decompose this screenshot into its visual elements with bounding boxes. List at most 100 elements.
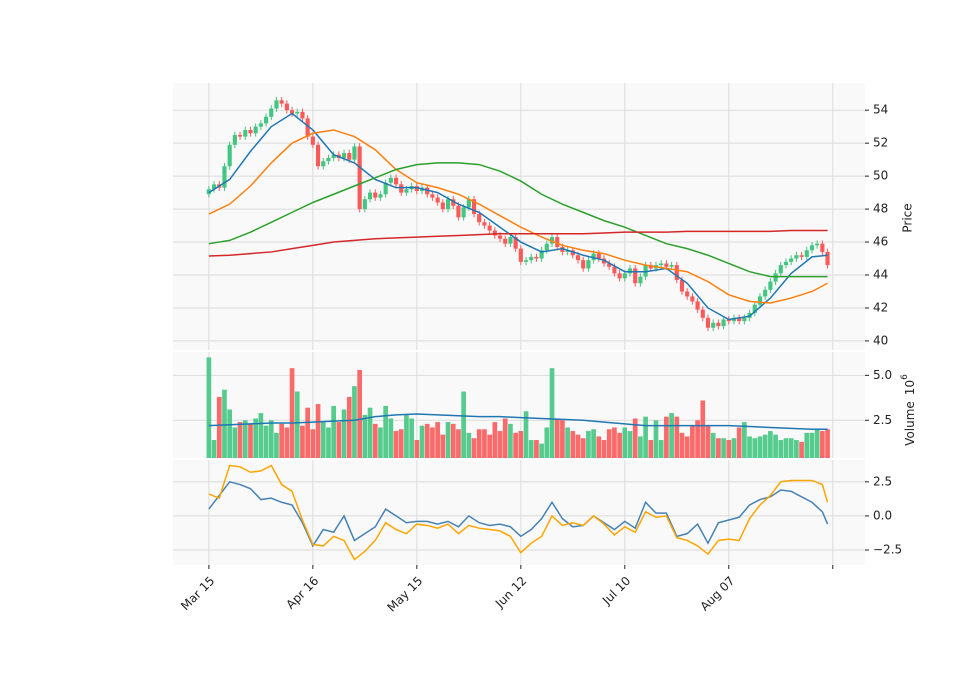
candle-body (534, 256, 539, 259)
candle-body (503, 238, 508, 244)
volume-bar (435, 422, 440, 458)
candle-body (295, 111, 300, 114)
candle-body (263, 116, 269, 124)
candle-body (721, 319, 726, 327)
candle-body (253, 126, 258, 134)
y-tick-label: 0.0 (873, 508, 892, 522)
candle-body (695, 301, 700, 310)
candle-body (326, 157, 331, 162)
volume-bar (253, 418, 259, 458)
volume-bar (705, 425, 711, 458)
volume-bar (612, 427, 617, 458)
volume-bar (580, 438, 586, 458)
candle-body (393, 177, 399, 185)
x-tick-label: Jun 12 (492, 574, 529, 611)
volume-bar (222, 389, 227, 458)
candle-body (726, 319, 731, 322)
volume-bar (414, 440, 420, 458)
candle-body (768, 281, 773, 290)
volume-bar (352, 386, 357, 458)
volume-offset-exponent: 6 (900, 374, 910, 380)
volume-bar (367, 407, 373, 458)
candle-body (700, 309, 705, 318)
candle-body (716, 322, 721, 327)
volume-bar (372, 423, 378, 458)
candle-body (799, 255, 804, 257)
candle-body (237, 134, 243, 137)
candle-body (300, 111, 305, 119)
panel-background (173, 460, 865, 565)
marks (206, 97, 830, 561)
volume-bar (591, 429, 596, 458)
volume-bar (268, 420, 274, 458)
volume-bar (606, 429, 612, 458)
volume-bar (315, 404, 321, 458)
candle-body (804, 250, 809, 257)
candle-body (825, 251, 830, 266)
volume-bar (586, 431, 591, 458)
x-tick-label: May 15 (384, 574, 425, 615)
candle-body (269, 108, 274, 117)
volume-bar (762, 434, 768, 458)
x-tick-label: Mar 15 (178, 574, 217, 613)
candle-body (586, 260, 591, 269)
volume-bar (565, 427, 570, 458)
y-tick-label: 54 (873, 103, 888, 117)
volume-bar (242, 420, 248, 458)
candle-body (445, 199, 451, 210)
volume-bar (211, 440, 217, 458)
y-tick-label: 5.0 (873, 368, 892, 382)
moving-average (208, 129, 828, 304)
candle-body (508, 237, 513, 244)
candle-body (820, 243, 825, 252)
candle-body (331, 154, 336, 158)
volume-bar (710, 432, 716, 458)
volume-bar (398, 429, 404, 458)
volume-bar (294, 391, 300, 458)
candle-body (466, 199, 471, 208)
volume-bar (232, 427, 238, 458)
candle-body (451, 199, 456, 206)
candle-body (471, 199, 477, 215)
volume-bar (820, 431, 825, 458)
candle-body (742, 317, 747, 322)
candle-body (357, 146, 362, 210)
candle-body (685, 291, 690, 297)
volume-bar (632, 418, 638, 458)
volume-bar (653, 420, 659, 458)
candle-body (362, 199, 367, 210)
volume-bar (305, 407, 310, 458)
candle-body (565, 250, 570, 252)
volume-bar (331, 405, 336, 458)
volume-bar (549, 368, 555, 458)
candle-body (560, 246, 565, 252)
candle-body (227, 144, 232, 167)
moving-average (208, 229, 828, 257)
candle-body (633, 268, 638, 284)
candle-body (809, 245, 815, 251)
volume-bar (731, 438, 737, 458)
candle-body (617, 273, 622, 279)
volume-bar (440, 434, 446, 458)
candle-body (596, 253, 601, 259)
grid (173, 83, 865, 565)
candle-body (378, 194, 383, 198)
candle-body (549, 237, 555, 244)
volume-bar (638, 436, 643, 458)
y-tick-label: 50 (873, 169, 888, 183)
backgrounds: (C)20 www.stockdroid.de (173, 83, 865, 565)
volume-bar (783, 438, 789, 458)
candle-body (705, 317, 711, 328)
volume-bar (227, 409, 233, 458)
volume-bar (575, 434, 581, 458)
candle-body (581, 260, 586, 269)
candle-body (539, 250, 544, 259)
volume-bar (378, 427, 383, 458)
candle-body (815, 243, 820, 246)
candle-body (274, 100, 279, 109)
volume-bar (747, 436, 752, 458)
volume-bar (497, 431, 503, 458)
volume-bar (679, 432, 685, 458)
x-tick-label: Jul 10 (599, 574, 633, 608)
